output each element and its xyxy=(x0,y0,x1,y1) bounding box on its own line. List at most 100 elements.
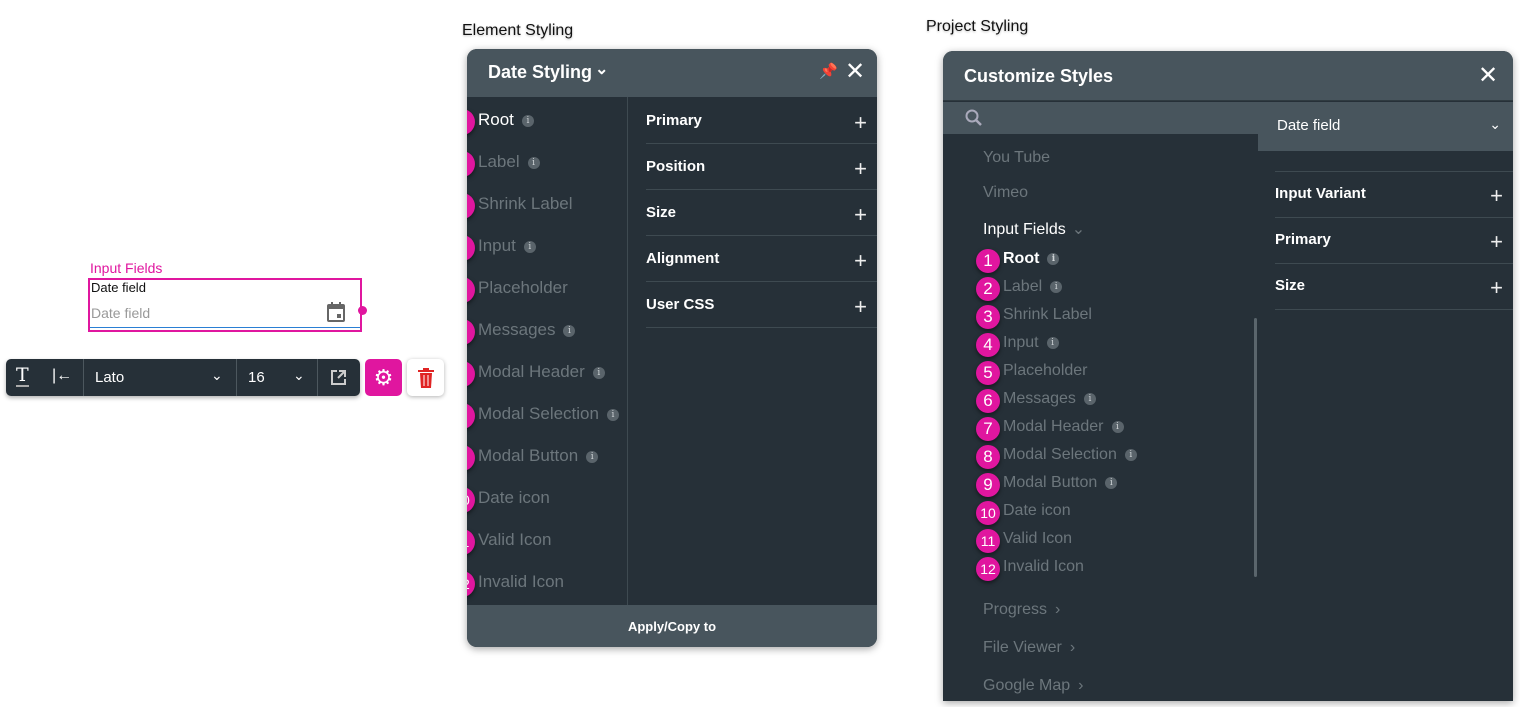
item-number-badge: 7 xyxy=(467,361,475,387)
info-icon[interactable]: i xyxy=(592,366,605,379)
style-item-invalid-icon[interactable]: Invalid Icon xyxy=(1003,558,1084,576)
apply-copy-button[interactable]: Apply/Copy to xyxy=(467,605,877,647)
category-item[interactable]: Vimeo xyxy=(983,184,1029,201)
style-item-invalid-icon[interactable]: Invalid Icon xyxy=(478,572,564,592)
search-icon xyxy=(965,109,982,126)
style-item-label[interactable]: Label i xyxy=(1003,278,1063,296)
item-number-badge: 3 xyxy=(976,305,1000,329)
size-select[interactable]: 16 xyxy=(248,369,265,386)
style-item-messages[interactable]: Messages i xyxy=(478,320,576,340)
category-item[interactable]: File Viewer › xyxy=(983,639,1075,657)
info-icon[interactable]: i xyxy=(1105,476,1118,489)
calendar-icon[interactable] xyxy=(326,301,346,323)
font-select[interactable]: Lato xyxy=(95,369,125,386)
plus-icon[interactable]: + xyxy=(854,156,867,181)
element-styling-panel: Date Styling ⌄ 📌 ✕ Root i Label i Shrink Lab… xyxy=(467,49,877,647)
section-input-variant[interactable]: Input Variant + xyxy=(1275,183,1513,218)
style-item-date-icon[interactable]: Date icon xyxy=(478,488,550,508)
item-label: Shrink Label xyxy=(478,194,573,213)
item-number-badge: 9 xyxy=(976,473,1000,497)
align-left-icon[interactable]: |← xyxy=(52,367,73,384)
caption-element-styling: Element Styling xyxy=(462,22,574,39)
section-position[interactable]: Position + xyxy=(646,156,877,190)
info-icon[interactable]: i xyxy=(586,450,599,463)
item-number-badge: 3 xyxy=(467,193,475,219)
open-external-icon[interactable] xyxy=(330,369,347,386)
style-item-shrink-label[interactable]: Shrink Label xyxy=(1003,306,1092,324)
section-size[interactable]: Size + xyxy=(1275,275,1513,310)
section-size[interactable]: Size + xyxy=(646,202,877,236)
chevron-down-icon[interactable]: ⌄ xyxy=(293,367,305,383)
resize-handle[interactable] xyxy=(358,306,367,315)
category-label: Google Map xyxy=(983,677,1071,694)
info-icon[interactable]: i xyxy=(1047,252,1060,265)
chevron-down-icon[interactable]: ⌄ xyxy=(211,367,223,383)
section-user-css[interactable]: User CSS + xyxy=(646,294,877,328)
close-icon[interactable]: ✕ xyxy=(1478,62,1499,89)
info-icon[interactable]: i xyxy=(1124,448,1137,461)
info-icon[interactable]: i xyxy=(1111,420,1124,433)
category-item[interactable]: Google Map › xyxy=(983,677,1084,695)
item-number-badge: 1 xyxy=(976,249,1000,273)
style-item-root[interactable]: Root i xyxy=(478,110,534,130)
section-primary[interactable]: Primary + xyxy=(646,110,877,144)
delete-button[interactable] xyxy=(407,359,444,396)
info-icon[interactable]: i xyxy=(1046,336,1059,349)
info-icon[interactable]: i xyxy=(527,156,540,169)
style-item-valid-icon[interactable]: Valid Icon xyxy=(1003,530,1072,548)
plus-icon[interactable]: + xyxy=(854,294,867,319)
plus-icon[interactable]: + xyxy=(1490,183,1503,208)
chevron-right-icon: › xyxy=(1069,639,1076,656)
settings-button[interactable]: ⚙ xyxy=(365,359,402,396)
item-number-badge: 12 xyxy=(976,557,1000,581)
style-item-modal-header[interactable]: Modal Header i xyxy=(478,362,605,382)
text-style-icon[interactable]: T xyxy=(16,364,29,387)
element-toolbar: T |← Lato ⌄ 16 ⌄ xyxy=(6,359,360,396)
info-icon[interactable]: i xyxy=(523,240,536,253)
panel-title: Customize Styles xyxy=(964,66,1114,86)
style-item-valid-icon[interactable]: Valid Icon xyxy=(478,530,551,550)
category-input-fields[interactable]: Input Fields ⌄ xyxy=(983,219,1085,239)
element-selector[interactable]: Date field ⌄ xyxy=(1258,102,1513,151)
item-number-badge: 10 xyxy=(467,487,475,513)
style-item-modal-button[interactable]: Modal Button i xyxy=(1003,474,1118,492)
plus-icon[interactable]: + xyxy=(854,110,867,135)
panel-title[interactable]: Date Styling xyxy=(488,62,593,82)
style-item-messages[interactable]: Messages i xyxy=(1003,390,1096,408)
info-icon[interactable]: i xyxy=(606,408,619,421)
style-item-shrink-label[interactable]: Shrink Label xyxy=(478,194,573,214)
plus-icon[interactable]: + xyxy=(1490,229,1503,254)
section-alignment[interactable]: Alignment + xyxy=(646,248,877,282)
date-field-element[interactable]: Date field Date field xyxy=(88,278,367,332)
style-item-modal-selection[interactable]: Modal Selection i xyxy=(478,404,619,424)
search-input[interactable] xyxy=(943,102,1258,134)
info-icon[interactable]: i xyxy=(563,324,576,337)
info-icon[interactable]: i xyxy=(521,114,534,127)
pin-icon[interactable]: 📌 xyxy=(819,63,838,80)
info-icon[interactable]: i xyxy=(1050,280,1063,293)
plus-icon[interactable]: + xyxy=(854,248,867,273)
item-number-badge: 12 xyxy=(467,571,475,597)
scrollbar[interactable] xyxy=(1254,318,1257,577)
style-item-placeholder[interactable]: Placeholder xyxy=(478,278,568,298)
info-icon[interactable]: i xyxy=(1083,392,1096,405)
item-number-badge: 6 xyxy=(976,389,1000,413)
category-item[interactable]: Progress › xyxy=(983,601,1060,619)
plus-icon[interactable]: + xyxy=(854,202,867,227)
style-item-modal-header[interactable]: Modal Header i xyxy=(1003,418,1124,436)
style-item-input[interactable]: Input i xyxy=(478,236,536,256)
style-item-label[interactable]: Label i xyxy=(478,152,540,172)
style-item-input[interactable]: Input i xyxy=(1003,334,1059,352)
chevron-down-icon[interactable]: ⌄ xyxy=(595,61,609,78)
style-item-date-icon[interactable]: Date icon xyxy=(1003,502,1071,520)
category-item[interactable]: You Tube xyxy=(983,149,1051,166)
style-item-modal-selection[interactable]: Modal Selection i xyxy=(1003,446,1137,464)
style-item-root[interactable]: Root i xyxy=(1003,250,1060,268)
field-label: Date field xyxy=(91,280,146,295)
section-primary[interactable]: Primary + xyxy=(1275,229,1513,264)
style-item-modal-button[interactable]: Modal Button i xyxy=(478,446,599,466)
style-item-placeholder[interactable]: Placeholder xyxy=(1003,362,1088,380)
item-label: Modal Selection xyxy=(478,404,599,423)
plus-icon[interactable]: + xyxy=(1490,275,1503,300)
close-icon[interactable]: ✕ xyxy=(845,58,866,85)
